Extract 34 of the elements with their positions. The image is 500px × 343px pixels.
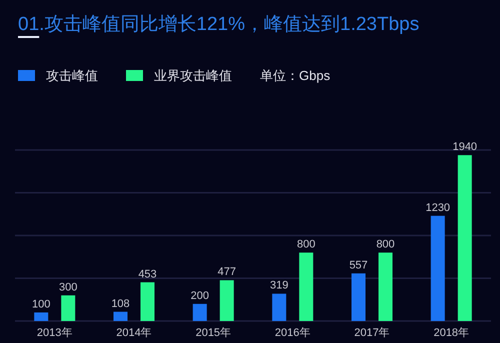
data-label: 108: [111, 298, 130, 310]
data-label: 800: [296, 238, 316, 251]
x-tick-label: 2014年: [116, 327, 152, 339]
x-tick-label: 2015年: [196, 327, 232, 339]
data-label: 1230: [426, 202, 450, 214]
x-tick-label: 2013年: [36, 327, 72, 339]
data-label: 453: [138, 268, 157, 280]
title: 01.攻击峰值同比增长121%，峰值达到1.23Tbps: [18, 14, 420, 35]
x-tick-label: 2017年: [354, 327, 390, 339]
data-label: 300: [58, 281, 78, 294]
bar: [352, 273, 366, 321]
bar: [430, 216, 445, 321]
bar: [61, 295, 76, 321]
bar: [114, 312, 128, 321]
data-label: 477: [218, 266, 236, 278]
bar: [299, 252, 314, 321]
text: 单位：Gbps: [260, 68, 331, 83]
legend-label: 攻击峰值: [46, 68, 98, 83]
bar: [458, 155, 472, 321]
bar: [192, 304, 207, 321]
bar: [378, 252, 392, 321]
bar: [34, 312, 48, 321]
legend-label: 业界攻击峰值: [154, 68, 232, 83]
data-label: 100: [32, 298, 50, 310]
bar: [220, 280, 234, 321]
x-tick-label: 2018年: [434, 327, 470, 339]
bar: [140, 282, 154, 321]
data-label: 557: [349, 259, 368, 272]
data-label: 319: [270, 280, 288, 292]
data-label: 1940: [452, 141, 478, 154]
bar: [272, 294, 286, 321]
data-label: 200: [190, 290, 210, 302]
data-label: 800: [376, 238, 395, 251]
x-tick-label: 2016年: [274, 327, 310, 339]
